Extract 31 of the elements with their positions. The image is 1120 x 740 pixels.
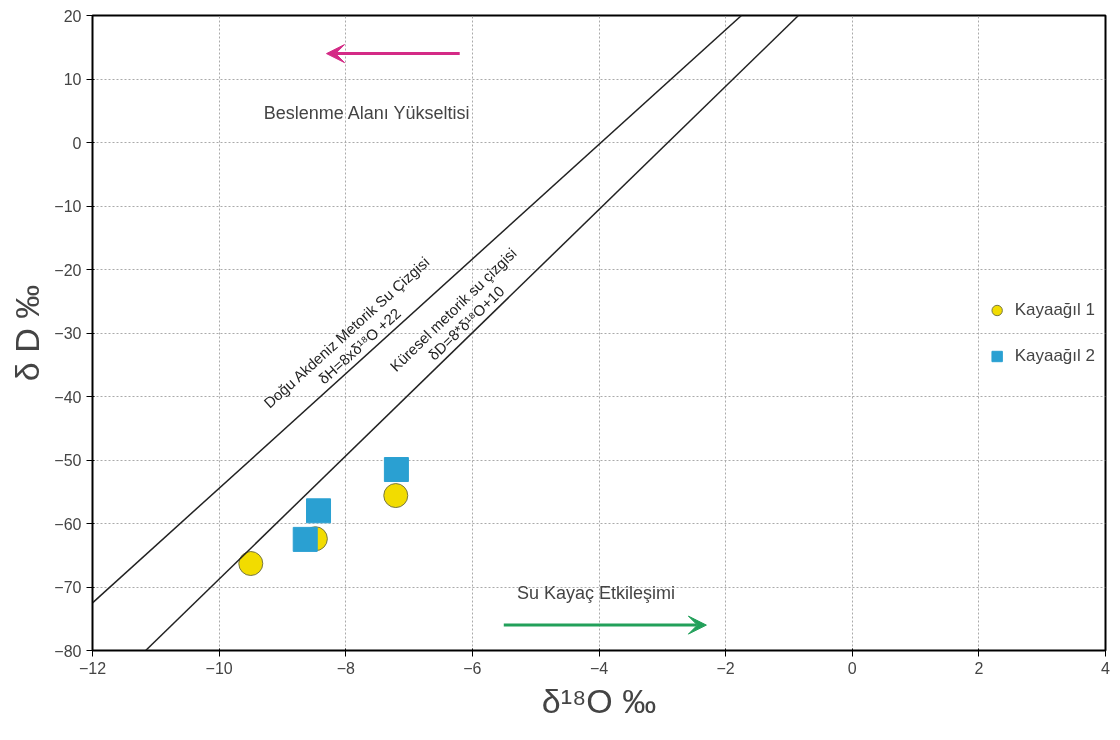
point: [292, 526, 318, 552]
y-tick-label: −20: [54, 261, 82, 279]
y-tick-label: −30: [54, 325, 82, 342]
y-tick-label: 20: [63, 7, 82, 25]
x-tick-label: −2: [716, 659, 735, 677]
y-tick-label: 0: [72, 134, 82, 152]
legend-label: Kayaağıl 2: [1014, 345, 1095, 366]
point: [306, 498, 332, 524]
x-tick-label: −10: [205, 659, 233, 677]
point: [383, 457, 409, 483]
x-tick-label: 4: [1101, 659, 1111, 677]
x-tick-label: −12: [78, 659, 107, 677]
x-axis-title: δ¹⁸O ‰: [541, 681, 657, 720]
x-tick-label: 0: [847, 659, 857, 677]
point: [383, 483, 409, 509]
y-tick-label: −40: [54, 388, 82, 406]
x-tick-label: 2: [974, 659, 984, 677]
point: [238, 551, 264, 576]
x-tick-label: −6: [463, 659, 482, 677]
y-tick-label: −70: [54, 579, 82, 596]
x-tick-label: −4: [589, 659, 609, 677]
y-tick-label: −50: [54, 452, 82, 469]
y-tick-label: −60: [54, 515, 82, 533]
y-tick-label: −80: [54, 642, 82, 660]
annotation: Beslenme Alanı Yükseltisi: [263, 103, 470, 124]
legend-label: Kayaağıl 1: [1014, 299, 1095, 320]
annotation: Su Kayaç Etkileşimi: [516, 582, 676, 603]
y-axis-title: δ D ‰: [8, 284, 47, 382]
y-tick-label: −10: [54, 198, 82, 215]
x-tick-label: −8: [336, 659, 355, 677]
y-tick-label: 10: [63, 71, 82, 88]
